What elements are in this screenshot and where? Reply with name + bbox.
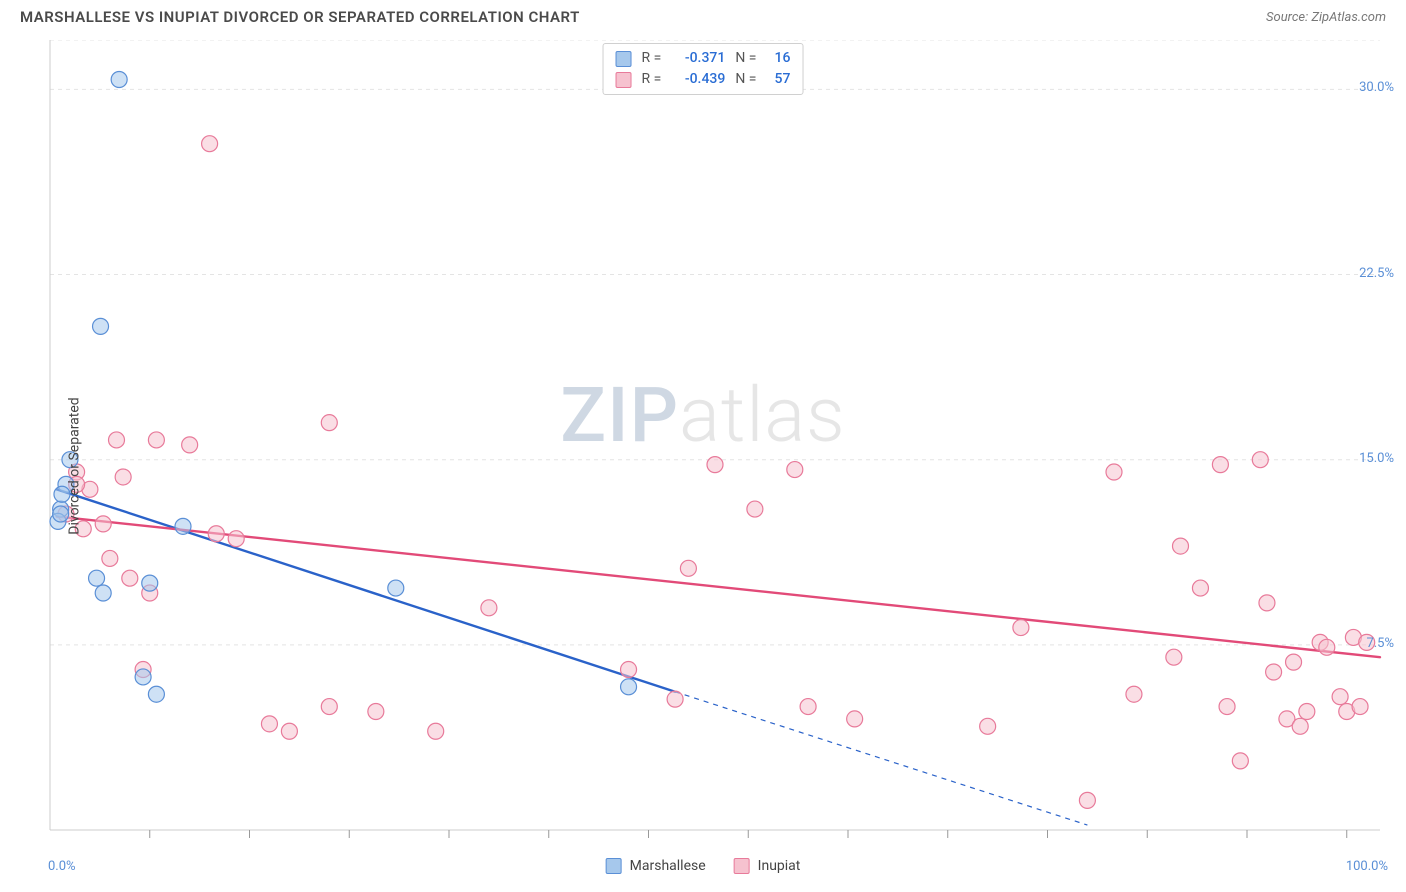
source-prefix: Source: (1266, 10, 1311, 25)
n-value-2: 57 (766, 69, 790, 90)
source-attribution: Source: ZipAtlas.com (1266, 10, 1386, 25)
chart-container: Divorced or Separated ZIPatlas R = -0.37… (0, 40, 1406, 892)
y-tick-label: 30.0% (1359, 80, 1394, 95)
r-value-1: -0.371 (671, 48, 725, 69)
y-tick-label: 7.5% (1366, 636, 1394, 651)
r-label: R = (642, 48, 662, 69)
r-value-2: -0.439 (671, 69, 725, 90)
x-tick-label: 100.0% (1330, 859, 1388, 874)
y-axis-label: Divorced or Separated (67, 397, 83, 534)
x-tick-label: 0.0% (48, 859, 76, 874)
n-label: N = (735, 48, 756, 69)
legend-item-1: Marshallese (606, 858, 706, 874)
legend-label-1: Marshallese (630, 858, 706, 874)
chart-svg (0, 40, 1406, 892)
legend-label-2: Inupiat (758, 858, 801, 874)
correlation-row-2: R = -0.439 N = 57 (616, 69, 791, 90)
chart-title: MARSHALLESE VS INUPIAT DIVORCED OR SEPAR… (20, 8, 580, 26)
title-row: MARSHALLESE VS INUPIAT DIVORCED OR SEPAR… (0, 0, 1406, 30)
n-value-1: 16 (766, 48, 790, 69)
swatch-legend-2 (734, 858, 750, 874)
swatch-series-1 (616, 51, 632, 67)
correlation-legend: R = -0.371 N = 16 R = -0.439 N = 57 (603, 43, 804, 95)
y-tick-label: 22.5% (1359, 266, 1394, 281)
r-label: R = (642, 69, 662, 90)
series-legend: Marshallese Inupiat (606, 858, 801, 874)
n-label: N = (735, 69, 756, 90)
legend-item-2: Inupiat (734, 858, 801, 874)
correlation-row-1: R = -0.371 N = 16 (616, 48, 791, 69)
source-name: ZipAtlas.com (1311, 10, 1386, 25)
y-tick-label: 15.0% (1359, 451, 1394, 466)
swatch-series-2 (616, 72, 632, 88)
swatch-legend-1 (606, 858, 622, 874)
